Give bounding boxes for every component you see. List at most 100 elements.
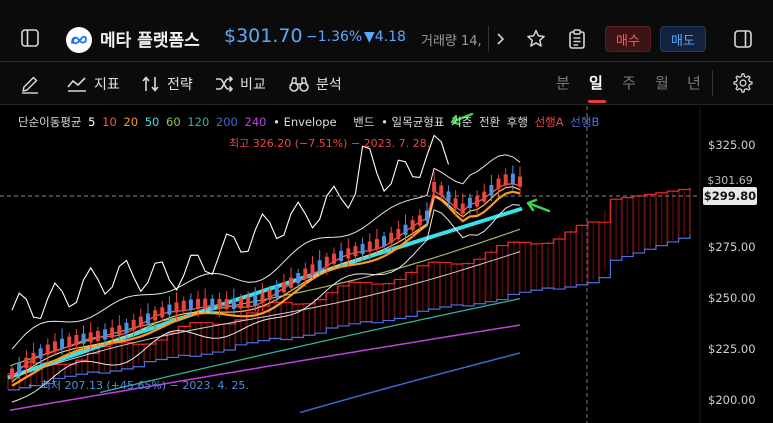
sma-240-line	[9, 324, 521, 411]
candle	[403, 224, 408, 235]
binoculars-icon	[289, 77, 309, 92]
buy-button[interactable]: 매수	[605, 26, 651, 52]
bollinger-lower-line	[11, 204, 521, 403]
chevron-right-icon[interactable]	[488, 26, 510, 52]
indicator-label: 지표	[94, 77, 120, 93]
indicator-button[interactable]: 지표	[66, 74, 120, 94]
candle	[324, 256, 329, 267]
candle	[160, 307, 165, 318]
toolbar-divider	[712, 70, 713, 96]
candle	[439, 185, 444, 196]
indicator-legend[interactable]: 단순이동평균 5 10 20 50 60 120 200 240 • Envel…	[18, 114, 602, 130]
candle	[317, 260, 322, 271]
candle	[446, 191, 451, 202]
strategy-button[interactable]: 전략	[141, 74, 193, 94]
legend-sma-240: 240	[244, 115, 267, 129]
gear-icon[interactable]	[728, 68, 758, 98]
high-price-annotation: 최고 326.20 (−7.51%) − 2023. 7. 28.	[229, 137, 431, 150]
candle	[339, 250, 344, 261]
candle	[188, 299, 193, 310]
candle	[453, 198, 458, 209]
candle	[396, 228, 401, 240]
candle	[138, 316, 143, 327]
candle	[246, 297, 251, 308]
candle	[432, 181, 437, 193]
candle	[145, 313, 150, 324]
candle	[81, 333, 86, 344]
sma-120-line	[99, 297, 521, 394]
period-week[interactable]: 주	[622, 74, 636, 92]
candle	[31, 352, 36, 364]
side-panel-icon[interactable]	[728, 24, 758, 54]
candle	[518, 176, 522, 187]
candle	[174, 302, 179, 313]
y-tick-label: $275.00	[708, 240, 756, 254]
candle	[153, 310, 158, 321]
sell-button[interactable]: 매도	[660, 26, 706, 52]
candle	[253, 295, 258, 306]
legend-ichimoku-span-a: 선행A	[534, 115, 564, 129]
candle	[467, 197, 472, 208]
period-minute[interactable]: 분	[556, 74, 570, 92]
current-price: $301.70	[224, 25, 303, 47]
legend-sma-title: 단순이동평균	[18, 115, 82, 129]
annotation-arrow	[526, 198, 551, 213]
header-bar: 메타 플랫폼스 $301.70 −1.36% ▼4.18 거래량 14, 매수 …	[0, 0, 773, 62]
price-chart[interactable]	[0, 106, 773, 423]
period-year[interactable]: 년	[687, 74, 701, 92]
change-percent: −1.36%	[306, 29, 363, 45]
candle	[203, 298, 208, 309]
legend-sma-5: 5	[88, 115, 96, 129]
clipboard-icon[interactable]	[562, 24, 592, 54]
legend-sma-120: 120	[187, 115, 210, 129]
candle	[210, 298, 215, 309]
candle	[181, 300, 186, 311]
draw-pencil-icon[interactable]	[16, 70, 44, 98]
legend-ichimoku: • 일목균형표	[381, 115, 445, 129]
bollinger-upper-line	[11, 154, 521, 350]
ichimoku-span-b-line	[8, 234, 691, 391]
indicator-line-icon	[67, 77, 86, 92]
candle	[482, 191, 487, 202]
candle	[67, 336, 72, 347]
candle	[217, 298, 222, 310]
analysis-button[interactable]: 분석	[288, 74, 342, 94]
strategy-arrows-icon	[142, 76, 159, 92]
legend-ichimoku-span-b: 선행B	[570, 115, 600, 129]
y-tick-label: $225.00	[708, 342, 756, 356]
candle	[289, 277, 294, 288]
candle	[503, 174, 508, 185]
star-icon[interactable]	[521, 24, 551, 54]
legend-sma-10: 10	[102, 115, 117, 129]
sma-200-line	[299, 352, 521, 414]
envelope-lower-line	[9, 251, 521, 379]
candle	[510, 173, 515, 184]
legend-ichimoku-lagging: 후행	[506, 115, 528, 129]
y-tick-label: $200.00	[708, 393, 756, 407]
candle	[52, 341, 57, 352]
candle	[374, 239, 379, 250]
volume-label: 거래량 14,	[421, 34, 482, 49]
candle	[95, 330, 100, 342]
sma-60-line	[9, 228, 521, 367]
stock-name[interactable]: 메타 플랫폼스	[100, 31, 200, 51]
candle	[110, 327, 115, 338]
candle	[281, 282, 286, 293]
candle	[360, 243, 365, 255]
period-day[interactable]: 일	[589, 74, 603, 92]
analysis-label: 분석	[316, 77, 342, 93]
period-month[interactable]: 월	[655, 74, 669, 92]
active-period-indicator	[588, 100, 606, 103]
sidebar-toggle-icon[interactable]	[14, 22, 46, 54]
compare-button[interactable]: 비교	[214, 74, 266, 94]
candle	[303, 268, 308, 279]
candle	[367, 241, 372, 252]
candle	[196, 298, 201, 310]
candle	[353, 246, 358, 257]
secondary-price-tag: $301.69	[707, 174, 753, 187]
candle	[424, 210, 429, 221]
legend-ichimoku-base: 기준	[451, 115, 473, 129]
y-tick-label: $325.00	[708, 138, 756, 152]
candle	[17, 363, 22, 374]
change-amount: ▼4.18	[364, 29, 406, 45]
